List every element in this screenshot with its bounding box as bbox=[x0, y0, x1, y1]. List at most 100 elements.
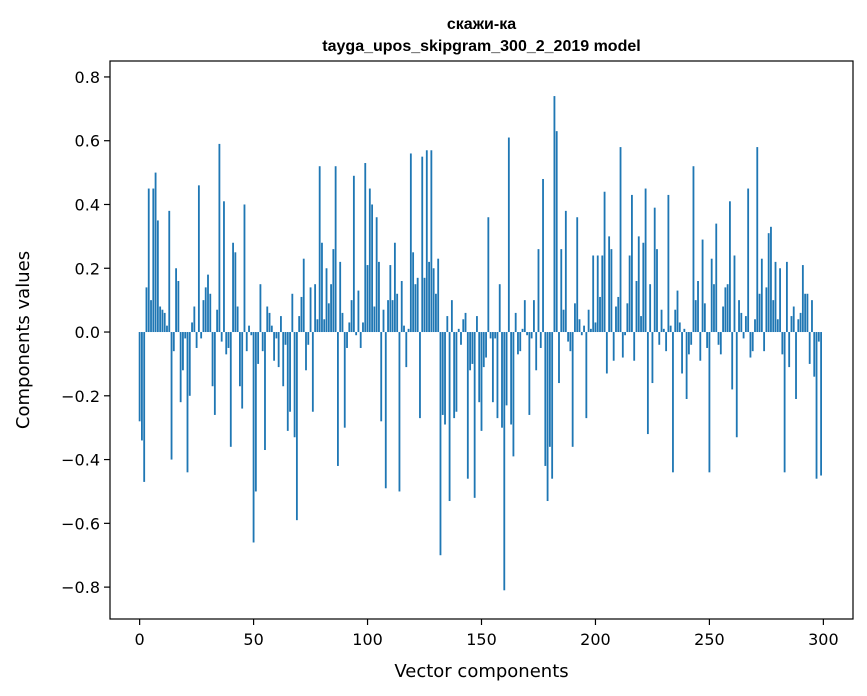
bar bbox=[282, 332, 285, 387]
bar bbox=[564, 210, 567, 333]
bar bbox=[321, 242, 323, 333]
bar bbox=[286, 332, 289, 431]
bar bbox=[482, 332, 485, 368]
bar bbox=[234, 252, 237, 333]
x-tick-label: 100 bbox=[352, 630, 383, 649]
bar bbox=[147, 188, 150, 333]
bar bbox=[409, 153, 412, 333]
bar bbox=[341, 312, 344, 333]
bar bbox=[633, 332, 636, 361]
bar bbox=[478, 332, 481, 403]
bar bbox=[662, 328, 665, 333]
x-tick-label: 150 bbox=[466, 630, 497, 649]
bar bbox=[225, 332, 228, 355]
bar bbox=[735, 332, 738, 438]
bar bbox=[227, 332, 230, 348]
bar bbox=[156, 220, 159, 333]
bar bbox=[498, 284, 501, 333]
bar bbox=[776, 319, 779, 333]
bar bbox=[241, 332, 244, 409]
bar bbox=[195, 332, 198, 348]
bar bbox=[332, 249, 335, 333]
bar bbox=[293, 332, 296, 438]
bar bbox=[138, 332, 141, 422]
bar bbox=[758, 293, 761, 333]
bar bbox=[706, 332, 709, 348]
bar bbox=[619, 147, 622, 333]
bar bbox=[373, 306, 376, 333]
bar bbox=[749, 332, 752, 358]
bar bbox=[316, 319, 319, 333]
bar bbox=[280, 316, 282, 333]
bar bbox=[763, 332, 766, 352]
bar bbox=[439, 332, 442, 556]
bar bbox=[211, 332, 214, 387]
bar bbox=[699, 332, 702, 361]
bar bbox=[592, 255, 595, 333]
bar bbox=[726, 284, 729, 333]
bar bbox=[428, 261, 430, 333]
bar bbox=[804, 293, 807, 333]
bar bbox=[792, 306, 795, 333]
bar bbox=[150, 300, 152, 333]
y-tick-label: 0.6 bbox=[75, 132, 100, 151]
bar bbox=[489, 332, 492, 339]
bar bbox=[202, 300, 205, 333]
bar bbox=[350, 300, 353, 333]
bar bbox=[738, 300, 740, 333]
bar bbox=[651, 332, 654, 384]
bar bbox=[223, 201, 225, 333]
bar bbox=[795, 332, 797, 399]
bar bbox=[200, 332, 203, 339]
bar bbox=[239, 332, 241, 387]
bar bbox=[678, 322, 681, 333]
bar bbox=[811, 300, 813, 333]
bar bbox=[207, 274, 209, 333]
bar bbox=[252, 332, 255, 543]
y-axis-label: Components values bbox=[13, 251, 34, 429]
bar bbox=[742, 332, 745, 339]
bar bbox=[389, 265, 392, 333]
bar bbox=[744, 316, 747, 333]
bar bbox=[553, 96, 556, 333]
bar bbox=[596, 255, 599, 333]
bar bbox=[583, 325, 585, 333]
bar bbox=[701, 239, 704, 333]
bar bbox=[270, 325, 273, 333]
bar bbox=[574, 303, 576, 333]
chart-title-line2: tayga_upos_skipgram_300_2_2019 model bbox=[322, 38, 640, 55]
bar bbox=[587, 309, 590, 333]
bar bbox=[605, 332, 608, 374]
bar bbox=[608, 236, 611, 333]
bar bbox=[635, 281, 638, 333]
bar bbox=[259, 284, 262, 333]
bar bbox=[781, 332, 784, 355]
bar bbox=[362, 322, 364, 333]
bar bbox=[681, 332, 683, 374]
x-tick-label: 200 bbox=[580, 630, 611, 649]
bar bbox=[528, 332, 531, 415]
bar bbox=[785, 261, 788, 333]
bar bbox=[494, 332, 497, 339]
bar bbox=[311, 332, 314, 412]
bar bbox=[539, 332, 542, 348]
bar bbox=[435, 293, 437, 333]
bar bbox=[264, 332, 266, 451]
bar bbox=[423, 277, 426, 333]
bar bbox=[466, 332, 469, 479]
bar bbox=[521, 328, 524, 333]
bar bbox=[523, 300, 526, 333]
bar bbox=[446, 316, 449, 333]
bar bbox=[694, 300, 697, 333]
bar bbox=[820, 332, 822, 476]
bar bbox=[220, 332, 223, 342]
chart-title-line1: скажи-ка bbox=[447, 16, 516, 33]
bar bbox=[817, 332, 820, 342]
bar bbox=[453, 332, 456, 419]
bar bbox=[685, 332, 688, 399]
bar bbox=[505, 332, 508, 406]
bar bbox=[430, 150, 433, 333]
bar bbox=[184, 332, 187, 339]
bar bbox=[457, 328, 460, 333]
bar bbox=[617, 296, 620, 333]
